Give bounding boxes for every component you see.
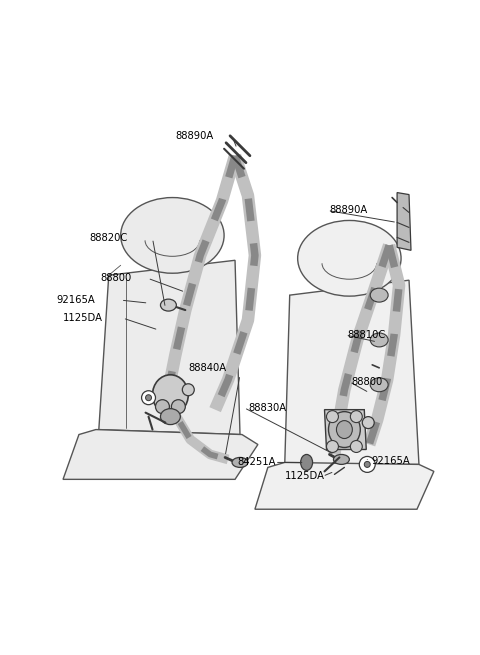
Text: 88800: 88800 xyxy=(351,377,383,386)
Ellipse shape xyxy=(160,299,176,311)
Ellipse shape xyxy=(160,409,180,424)
Ellipse shape xyxy=(350,441,362,453)
Ellipse shape xyxy=(326,411,338,422)
Ellipse shape xyxy=(120,198,224,273)
Ellipse shape xyxy=(171,400,185,414)
Text: 88890A: 88890A xyxy=(329,206,368,215)
Text: 1125DA: 1125DA xyxy=(285,472,325,481)
Text: 88810C: 88810C xyxy=(348,330,385,340)
Ellipse shape xyxy=(298,221,401,296)
Text: 84251A: 84251A xyxy=(237,457,276,468)
Ellipse shape xyxy=(364,461,370,468)
Ellipse shape xyxy=(182,384,194,396)
Ellipse shape xyxy=(153,375,188,415)
Polygon shape xyxy=(255,462,434,509)
Text: 88800: 88800 xyxy=(101,273,132,283)
Text: 88830A: 88830A xyxy=(248,403,286,413)
Polygon shape xyxy=(324,409,366,449)
Text: 88890A: 88890A xyxy=(175,131,214,141)
Ellipse shape xyxy=(370,333,388,347)
Ellipse shape xyxy=(142,391,156,405)
Ellipse shape xyxy=(300,455,312,470)
Ellipse shape xyxy=(360,457,375,472)
Polygon shape xyxy=(285,280,419,464)
Ellipse shape xyxy=(370,378,388,392)
Ellipse shape xyxy=(328,411,360,447)
Ellipse shape xyxy=(156,400,169,414)
Ellipse shape xyxy=(350,411,362,422)
Text: 88820C: 88820C xyxy=(89,233,127,244)
Polygon shape xyxy=(99,260,240,434)
Text: 88840A: 88840A xyxy=(188,363,227,373)
Polygon shape xyxy=(63,430,258,479)
Ellipse shape xyxy=(336,421,352,439)
Ellipse shape xyxy=(370,288,388,302)
Ellipse shape xyxy=(145,395,152,401)
Text: 92165A: 92165A xyxy=(371,457,410,466)
Text: 92165A: 92165A xyxy=(56,295,95,305)
Polygon shape xyxy=(397,193,411,250)
Ellipse shape xyxy=(362,417,374,428)
Ellipse shape xyxy=(232,457,248,468)
Ellipse shape xyxy=(334,455,349,464)
Text: 1125DA: 1125DA xyxy=(63,313,103,323)
Ellipse shape xyxy=(326,441,338,453)
